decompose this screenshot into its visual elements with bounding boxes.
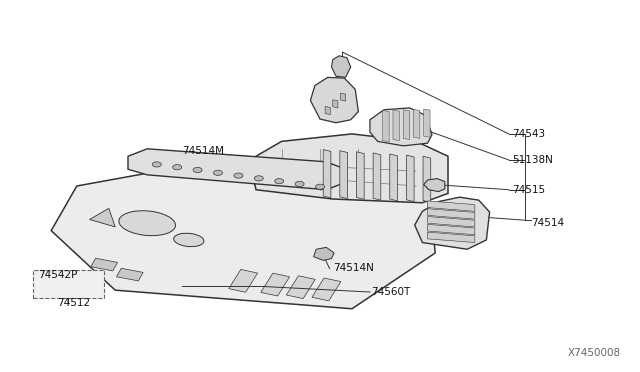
Text: 74514M: 74514M xyxy=(182,146,225,155)
Polygon shape xyxy=(428,209,475,219)
Polygon shape xyxy=(51,156,435,309)
Text: 74560T: 74560T xyxy=(371,287,410,297)
Bar xyxy=(33,270,104,298)
Circle shape xyxy=(234,173,243,178)
Polygon shape xyxy=(428,232,475,243)
Polygon shape xyxy=(406,155,414,202)
Polygon shape xyxy=(332,56,351,77)
Polygon shape xyxy=(286,276,316,299)
Polygon shape xyxy=(260,273,290,296)
Polygon shape xyxy=(310,77,358,123)
Polygon shape xyxy=(423,156,431,202)
Polygon shape xyxy=(314,247,334,260)
Polygon shape xyxy=(383,110,389,142)
Bar xyxy=(91,258,118,271)
Text: 74543: 74543 xyxy=(512,129,545,139)
Bar xyxy=(116,268,143,281)
Text: 74514: 74514 xyxy=(531,218,564,228)
Polygon shape xyxy=(325,106,330,115)
Circle shape xyxy=(173,164,182,170)
Ellipse shape xyxy=(173,233,204,247)
Polygon shape xyxy=(356,152,364,199)
Polygon shape xyxy=(393,110,399,141)
Polygon shape xyxy=(128,149,346,190)
Polygon shape xyxy=(413,109,420,138)
Polygon shape xyxy=(333,100,338,108)
Text: 74542P: 74542P xyxy=(38,270,78,280)
Polygon shape xyxy=(90,208,115,227)
Polygon shape xyxy=(390,154,397,201)
Text: 74515: 74515 xyxy=(512,185,545,195)
Text: 51138N: 51138N xyxy=(512,155,553,165)
Polygon shape xyxy=(424,179,445,192)
Circle shape xyxy=(214,170,223,175)
Circle shape xyxy=(316,184,324,189)
Polygon shape xyxy=(370,108,432,146)
Polygon shape xyxy=(428,224,475,235)
Ellipse shape xyxy=(119,211,175,235)
Circle shape xyxy=(295,181,304,186)
Polygon shape xyxy=(340,151,348,199)
Polygon shape xyxy=(340,93,346,101)
Polygon shape xyxy=(250,134,448,203)
Circle shape xyxy=(254,176,263,181)
Circle shape xyxy=(152,162,161,167)
Polygon shape xyxy=(403,110,410,140)
Circle shape xyxy=(275,179,284,184)
Polygon shape xyxy=(323,150,331,198)
Polygon shape xyxy=(373,153,381,200)
Text: X7450008: X7450008 xyxy=(568,348,621,358)
Polygon shape xyxy=(415,197,490,249)
Polygon shape xyxy=(428,217,475,227)
Text: 74514N: 74514N xyxy=(333,263,374,273)
Circle shape xyxy=(193,167,202,173)
Text: 74512: 74512 xyxy=(58,298,91,308)
Polygon shape xyxy=(428,201,475,211)
Polygon shape xyxy=(228,269,258,292)
Polygon shape xyxy=(424,109,430,137)
Polygon shape xyxy=(312,278,341,301)
